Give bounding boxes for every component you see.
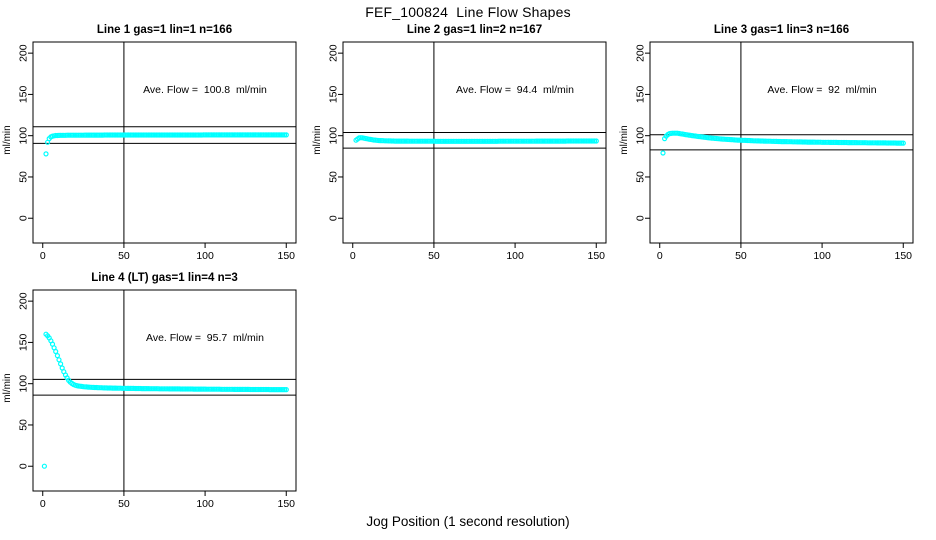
y-axis-label: ml/min: [2, 125, 13, 155]
axes: 0 50 100 150 0 50 100 150 200: [18, 41, 297, 262]
x-tick-label: 100: [196, 498, 214, 510]
plot-canvas-line-2: 0 50 100 150 0 50 100 150 200: [328, 41, 607, 262]
x-tick-label: 100: [813, 250, 831, 262]
x-axis-label: Jog Position (1 second resolution): [366, 514, 570, 529]
x-tick-label: 0: [40, 250, 46, 262]
subplot-line-4: 0 50 100 150 0 50 100 150 200 Line 4 (LT) gas=1 …: [0, 272, 312, 520]
x-tick-label: 150: [277, 498, 295, 510]
y-tick-label: 0: [18, 215, 30, 221]
data-points: [43, 132, 289, 157]
y-tick-label: 50: [18, 171, 30, 183]
y-tick-label: 50: [328, 171, 340, 183]
axes: 0 50 100 150 0 50 100 150 200: [635, 41, 914, 262]
x-tick-label: 0: [657, 250, 663, 262]
y-axis-label: ml/min: [2, 373, 13, 403]
x-tick-label: 0: [40, 498, 46, 510]
subplot-line-1: 0 50 100 150 0 50 100 150 200 Line 1 gas=1 lin=1…: [0, 24, 312, 272]
y-tick-label: 100: [328, 127, 340, 145]
data-points: [353, 135, 599, 144]
y-tick-label: 200: [18, 292, 30, 310]
y-tick-label: 200: [635, 44, 647, 62]
y-tick-label: 150: [635, 86, 647, 104]
y-tick-label: 0: [635, 215, 647, 221]
plot-canvas-line-4: 0 50 100 150 0 50 100 150 200: [18, 289, 297, 510]
reference-lines: [33, 42, 296, 243]
y-tick-label: 150: [328, 86, 340, 104]
subplot-title: Line 4 (LT) gas=1 lin=4 n=3: [91, 272, 238, 284]
x-tick-label: 150: [277, 250, 295, 262]
subplot-title: Line 1 gas=1 lin=1 n=166: [96, 24, 233, 36]
x-tick-label: 0: [350, 250, 356, 262]
data-points: [41, 331, 289, 469]
y-tick-label: 150: [18, 86, 30, 104]
x-tick-label: 50: [118, 498, 130, 510]
plot-canvas-line-3: 0 50 100 150 0 50 100 150 200: [635, 41, 914, 262]
x-tick-label: 100: [196, 250, 214, 262]
axes: 0 50 100 150 0 50 100 150 200: [18, 289, 297, 510]
ave-flow-annotation: Ave. Flow = 92 ml/min: [767, 84, 877, 96]
y-tick-label: 0: [328, 215, 340, 221]
subplot-line-3: 0 50 100 150 0 50 100 150 200 Line 3 gas=1 lin=3…: [617, 24, 929, 272]
y-tick-label: 50: [18, 419, 30, 431]
main-title: FEF_100824 Line Flow Shapes: [365, 4, 571, 20]
ave-flow-annotation: Ave. Flow = 100.8 ml/min: [143, 84, 267, 96]
ave-flow-annotation: Ave. Flow = 95.7 ml/min: [146, 332, 264, 344]
y-tick-label: 100: [18, 127, 30, 145]
y-tick-label: 0: [18, 463, 30, 469]
y-axis-label: ml/min: [619, 125, 630, 155]
axes: 0 50 100 150 0 50 100 150 200: [328, 41, 607, 262]
x-tick-label: 150: [587, 250, 605, 262]
y-tick-label: 150: [18, 334, 30, 352]
y-axis-label: ml/min: [312, 125, 323, 155]
x-tick-label: 100: [506, 250, 524, 262]
y-tick-label: 200: [18, 44, 30, 62]
ave-flow-annotation: Ave. Flow = 94.4 ml/min: [456, 84, 574, 96]
y-tick-label: 200: [328, 44, 340, 62]
y-tick-label: 100: [18, 375, 30, 393]
x-tick-label: 50: [428, 250, 440, 262]
subplot-line-2: 0 50 100 150 0 50 100 150 200 Line 2 gas=1 lin=2…: [310, 24, 622, 272]
data-points: [660, 130, 906, 156]
y-tick-label: 50: [635, 171, 647, 183]
x-tick-label: 150: [894, 250, 912, 262]
subplot-title: Line 2 gas=1 lin=2 n=167: [406, 24, 543, 36]
y-tick-label: 100: [635, 127, 647, 145]
plot-canvas-line-1: 0 50 100 150 0 50 100 150 200: [18, 41, 297, 262]
x-tick-label: 50: [735, 250, 747, 262]
x-tick-label: 50: [118, 250, 130, 262]
subplot-title: Line 3 gas=1 lin=3 n=166: [713, 24, 850, 36]
